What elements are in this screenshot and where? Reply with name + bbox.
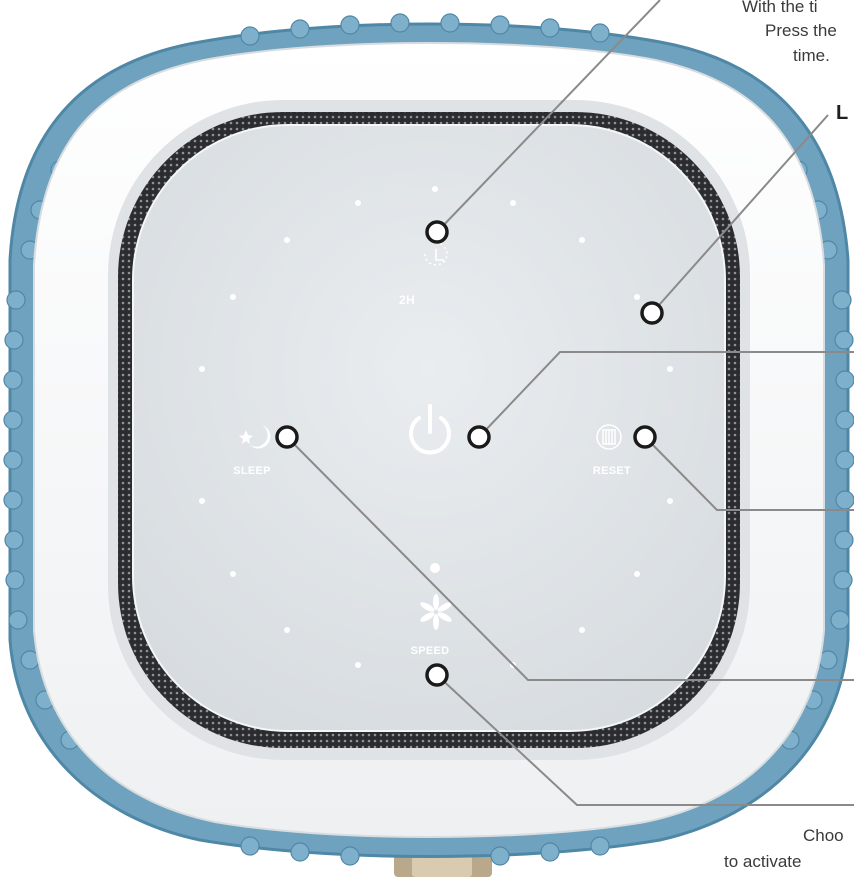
timer-callout-line1: With the ti — [742, 0, 818, 16]
timer-callout-line2: Press the — [765, 21, 837, 40]
light-callout-heading: L — [836, 102, 849, 124]
marker-sleep — [275, 425, 299, 449]
sleep-label: SLEEP — [233, 465, 271, 477]
speed-callout-line1: Choo — [803, 826, 844, 845]
timer-icon[interactable] — [424, 242, 448, 266]
fan-icon[interactable] — [419, 594, 453, 630]
speed-callout-line2: to activate — [724, 852, 802, 871]
timer-callout-line3: time. — [793, 46, 830, 65]
timer-2h-label: 2H — [399, 293, 415, 307]
marker-power — [467, 425, 491, 449]
indicator-dots — [199, 186, 673, 668]
power-icon[interactable] — [409, 404, 451, 455]
reset-label: RESET — [592, 465, 632, 477]
marker-reset — [633, 425, 657, 449]
speed-label: SPEED — [410, 645, 450, 657]
marker-timer — [425, 220, 449, 244]
marker-speed — [425, 663, 449, 687]
marker-light — [640, 301, 664, 325]
callout-lines — [286, 0, 854, 806]
moon-star-icon[interactable] — [239, 425, 271, 449]
rim-bumps — [3, 13, 854, 866]
filter-icon[interactable] — [596, 424, 622, 450]
callout-markers — [275, 220, 664, 687]
